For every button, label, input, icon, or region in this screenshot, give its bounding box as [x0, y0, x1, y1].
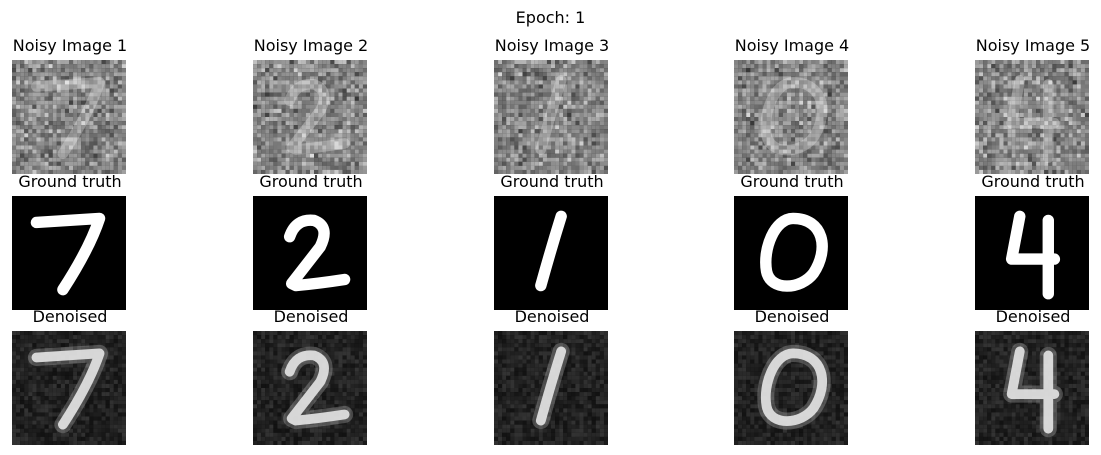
denoised-digit-image — [253, 331, 367, 445]
ground-truth-digit-image — [494, 196, 608, 310]
noise-pixels — [12, 60, 126, 174]
denoised-title: Denoised — [32, 307, 108, 326]
noisy-image-title: Noisy Image 4 — [734, 36, 850, 55]
ground-truth-image — [734, 196, 848, 310]
sample-column-5: Noisy Image 5 Ground truth Denoised — [963, 0, 1101, 455]
noisy-digit-image — [253, 60, 367, 174]
ground-truth-digit-image — [12, 196, 126, 310]
digit-stroke — [1005, 210, 1061, 300]
denoised-image — [253, 331, 367, 445]
figure-title: Epoch: 1 — [515, 8, 586, 27]
ground-truth-title: Ground truth — [981, 172, 1085, 191]
digit-stroke — [760, 77, 828, 156]
noisy-digit-image — [12, 60, 126, 174]
sample-column-4: Noisy Image 4 Ground truth Denoised — [722, 0, 862, 455]
denoised-digit-image — [12, 331, 126, 445]
digit-stroke — [760, 212, 828, 292]
noisy-image-title: Noisy Image 1 — [12, 36, 128, 55]
ground-truth-title: Ground truth — [259, 172, 363, 191]
denoised-image — [12, 331, 126, 445]
noisy-image — [494, 60, 608, 174]
denoised-digit-image — [734, 331, 848, 445]
digit-stroke — [535, 346, 567, 426]
digit-stroke — [284, 78, 350, 155]
noisy-image — [12, 60, 126, 174]
denoised-title: Denoised — [514, 307, 590, 326]
residual-noise-pixels — [734, 331, 848, 445]
ground-truth-digit-image — [253, 196, 367, 310]
denoised-title: Denoised — [273, 307, 349, 326]
digit-stroke — [535, 210, 567, 292]
sample-column-3: Noisy Image 3 Ground truth Denoised — [482, 0, 622, 455]
denoised-digit-image — [494, 331, 608, 445]
ground-truth-image — [12, 196, 126, 310]
noise-pixels — [975, 60, 1089, 174]
digit-stroke — [31, 77, 105, 159]
noise-pixels — [734, 60, 848, 174]
digit-stroke — [1006, 75, 1060, 164]
ground-truth-digit-image — [975, 196, 1089, 310]
ground-truth-title: Ground truth — [500, 172, 604, 191]
digit-stroke — [1006, 346, 1060, 434]
digit-stroke — [535, 75, 567, 155]
denoised-image — [734, 331, 848, 445]
digit-stroke — [31, 348, 105, 430]
noisy-digit-image — [494, 60, 608, 174]
ground-truth-title: Ground truth — [18, 172, 122, 191]
digit-stroke — [30, 212, 106, 296]
noisy-digit-image — [734, 60, 848, 174]
noisy-image — [253, 60, 367, 174]
noisy-digit-image — [975, 60, 1089, 174]
ground-truth-title: Ground truth — [740, 172, 844, 191]
noisy-image — [975, 60, 1089, 174]
digit-stroke — [760, 348, 827, 426]
noisy-image-title: Noisy Image 3 — [494, 36, 610, 55]
noisy-image-title: Noisy Image 2 — [253, 36, 369, 55]
denoised-image — [975, 331, 1089, 445]
ground-truth-image — [975, 196, 1089, 310]
noisy-image — [734, 60, 848, 174]
ground-truth-image — [253, 196, 367, 310]
ground-truth-image — [494, 196, 608, 310]
denoised-digit-image — [975, 331, 1089, 445]
denoised-title: Denoised — [754, 307, 830, 326]
sample-column-1: Noisy Image 1 Ground truth Denoised — [0, 0, 140, 455]
noisy-image-title: Noisy Image 5 — [975, 36, 1091, 55]
denoised-title: Denoised — [995, 307, 1071, 326]
sample-column-2: Noisy Image 2 Ground truth Denoised — [241, 0, 381, 455]
digit-stroke — [283, 214, 351, 292]
digit-stroke — [284, 350, 350, 426]
denoised-image — [494, 331, 608, 445]
noise-pixels — [494, 60, 608, 174]
noise-pixels — [253, 60, 367, 174]
ground-truth-digit-image — [734, 196, 848, 310]
